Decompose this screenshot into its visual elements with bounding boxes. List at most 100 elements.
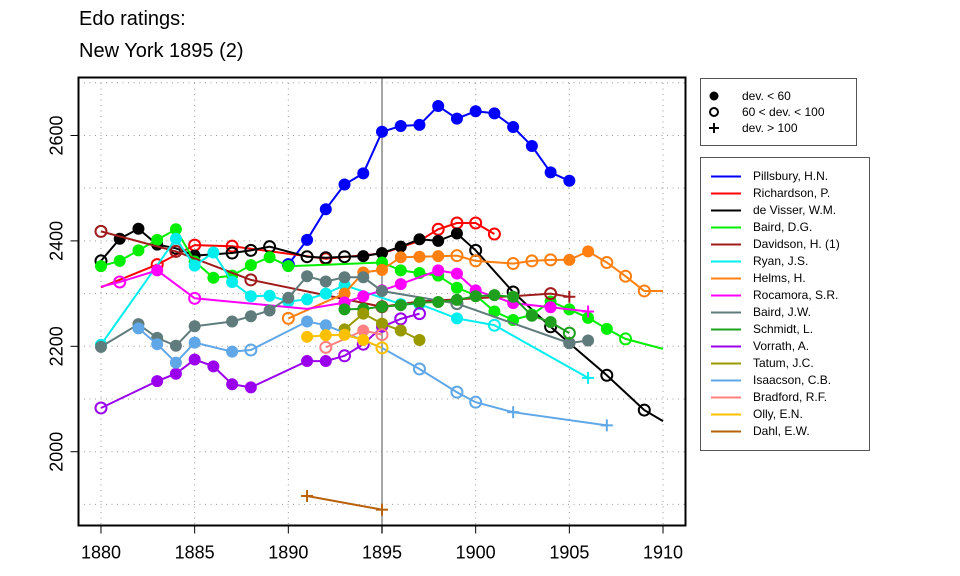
point-open [412,307,426,321]
point-open [319,340,333,354]
point-filled [301,270,314,283]
series-legend-label: Rocamora, S.R. [753,288,839,302]
series-15 [301,489,388,516]
point-open [619,332,633,346]
open-marker-icon [709,107,719,117]
point-filled [413,296,426,309]
point-open [469,216,483,230]
legend-line-swatch-icon [711,243,741,246]
point-filled [169,367,182,380]
point-open [431,222,445,236]
point-filled [376,317,388,330]
point-open [637,403,651,417]
point-filled [94,340,107,353]
series-legend-item: Richardson, P. [701,185,866,202]
point-plus [563,290,576,303]
legend-line-swatch-icon [711,413,741,416]
series-line [287,104,570,266]
legend-line-swatch-icon [711,192,741,195]
point-filled [319,287,332,300]
point-filled [319,275,332,288]
point-filled [582,245,595,258]
point-filled [432,99,445,112]
point-plus [507,406,520,419]
series-legend-item: Rocamora, S.R. [701,287,866,304]
point-filled [450,112,463,125]
x-tick-label: 1885 [175,543,215,563]
point-filled [301,315,314,328]
point-filled [432,264,445,277]
point-filled [600,322,613,335]
point-open [450,385,464,399]
point-filled [563,174,576,187]
legend-line-swatch-icon [711,362,741,365]
series-0 [281,99,576,272]
series-legend-label: Helms, H. [753,271,806,285]
point-filled [469,290,482,303]
series-legend-label: Isaacson, C.B. [753,373,832,387]
point-filled [488,107,501,120]
point-filled [151,264,164,277]
point-open [169,244,183,258]
point-filled [450,281,463,294]
plus-marker-icon [709,123,719,133]
point-open [225,239,239,253]
marker-legend-label: 60 < dev. < 100 [742,105,825,119]
series-layer [94,99,664,516]
point-open [562,326,576,340]
point-open [487,318,501,332]
point-filled [544,166,557,179]
point-filled [319,203,332,216]
point-filled [394,119,407,132]
point-filled [357,271,370,284]
series-line [100,312,420,409]
series-legend-item: Olly, E.N. [701,406,866,423]
series-legend-item: Pillsbury, H.N. [701,168,866,185]
series-legend-label: Olly, E.N. [753,407,803,421]
point-filled [338,303,351,316]
marker-legend-item: dev. < 60 [701,88,851,105]
point-filled [525,140,538,153]
point-filled [244,259,257,272]
point-filled [413,233,426,246]
point-filled [450,312,463,325]
point-filled [413,333,426,346]
series-14 [301,328,389,355]
series-legend-item: Vorrath, A. [701,338,866,355]
series-line [100,237,589,379]
series-legend-item: Tatum, J.C. [701,355,866,372]
point-filled [376,284,388,297]
point-filled [394,264,407,277]
legend-line-swatch-icon [711,379,741,382]
point-open [319,251,333,265]
legend-line-swatch-icon [711,294,741,297]
series-legend-item: Schmidt, L. [701,321,866,338]
point-filled [376,300,388,313]
point-open [600,368,614,382]
point-filled [169,232,182,245]
point-filled [207,246,220,259]
point-open [338,250,352,264]
point-filled [301,233,314,246]
series-9 [338,289,576,340]
x-axis: 1880 1885 1890 1895 1900 1905 1910 [81,526,683,563]
series-line [137,320,607,427]
series-legend-item: Bradford, R.F. [701,389,866,406]
series-legend-item: Dahl, E.W. [701,423,866,440]
point-filled [263,289,276,302]
series-legend-label: Pillsbury, H.N. [753,169,829,183]
point-filled [282,291,295,304]
point-filled [132,222,145,235]
series-legend: Pillsbury, H.N. Richardson, P. de Visser, … [700,157,870,451]
y-tick-label: 2400 [47,221,67,261]
point-filled [563,337,576,350]
point-open [450,249,464,263]
point-filled [507,290,520,303]
point-filled [319,329,332,342]
legend-line-swatch-icon [711,209,741,212]
series-legend-item: de Visser, W.M. [701,202,866,219]
point-filled [188,259,201,272]
point-filled [207,271,220,284]
point-open [300,250,314,264]
y-tick-label: 2200 [47,326,67,366]
